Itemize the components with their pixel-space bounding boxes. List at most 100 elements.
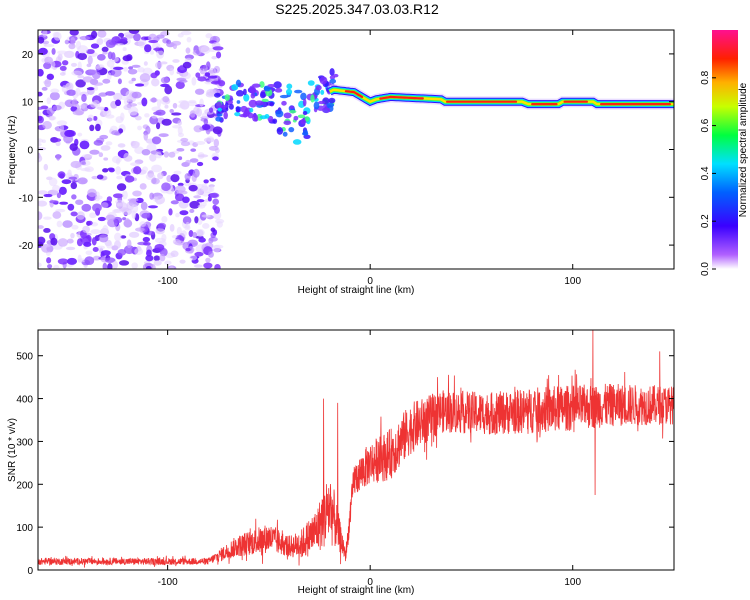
noise-blob — [104, 257, 116, 263]
noise-blob — [176, 226, 182, 236]
noise-blob — [47, 264, 53, 269]
noise-blob — [77, 75, 85, 79]
noise-blob — [57, 171, 66, 179]
signal-blob — [273, 81, 282, 89]
noise-blob — [46, 73, 55, 81]
noise-blob — [161, 233, 167, 242]
noise-blob — [105, 214, 116, 222]
signal-blob — [215, 116, 222, 122]
noise-blob — [200, 46, 211, 54]
noise-blob — [184, 173, 191, 181]
signal-blob — [216, 101, 222, 110]
noise-blob — [143, 61, 148, 66]
noise-blob — [94, 123, 101, 132]
noise-blob — [56, 154, 61, 161]
noise-blob — [71, 224, 79, 230]
noise-blob — [182, 196, 190, 204]
signal-blob — [302, 98, 307, 107]
signal-blob — [274, 88, 283, 93]
noise-blob — [116, 183, 127, 191]
noise-blob — [100, 145, 111, 151]
noise-blob — [49, 91, 60, 101]
noise-blob — [120, 112, 125, 121]
noise-blob — [193, 125, 203, 133]
snr-x-tick-label: 100 — [564, 577, 581, 588]
noise-blob — [42, 40, 50, 45]
noise-blob — [98, 152, 104, 158]
noise-blob — [38, 36, 45, 44]
noise-blob — [177, 132, 185, 138]
noise-blob — [53, 31, 62, 41]
noise-blob — [102, 78, 111, 84]
signal-blob — [239, 113, 247, 118]
noise-blob — [89, 149, 100, 155]
signal-blob — [297, 114, 306, 119]
signal-blob — [328, 97, 336, 104]
signal-blob — [236, 100, 241, 104]
noise-blob — [189, 200, 200, 209]
noise-blob — [158, 133, 169, 138]
noise-blob — [102, 262, 108, 269]
spectrogram-x-tick-label: 100 — [564, 276, 581, 287]
noise-blob — [84, 256, 95, 266]
noise-blob — [212, 46, 224, 51]
noise-blob — [66, 257, 78, 265]
spectrogram-x-ticks: -100 0 100 — [158, 30, 582, 287]
noise-blob — [208, 237, 214, 244]
noise-blob — [92, 246, 99, 253]
noise-blob — [43, 216, 52, 220]
spectrogram-x-tick-label: 0 — [367, 276, 373, 287]
noise-blob — [188, 184, 198, 192]
snr-y-tick-label: 400 — [16, 395, 33, 406]
noise-blob — [134, 83, 145, 87]
noise-blob — [90, 229, 101, 235]
noise-blob — [122, 55, 132, 62]
noise-blob — [68, 176, 78, 180]
noise-blob — [42, 30, 48, 37]
snr-x-ticks: -100 0 100 — [158, 330, 582, 588]
noise-blob — [70, 160, 82, 169]
noise-blob — [143, 132, 149, 141]
noise-blob — [139, 183, 147, 190]
signal-blob — [310, 94, 315, 103]
noise-blob — [86, 49, 95, 55]
noise-blob — [188, 230, 194, 238]
noise-blob — [59, 65, 67, 71]
page-title: S225.2025.347.03.03.R12 — [275, 1, 439, 17]
noise-blob — [207, 75, 218, 79]
noise-blob — [106, 242, 113, 249]
noise-blob — [115, 99, 122, 107]
noise-blob — [75, 199, 84, 205]
noise-blob — [137, 125, 142, 131]
noise-blob — [192, 168, 200, 178]
noise-blob — [86, 63, 92, 68]
noise-blob — [164, 104, 169, 109]
noise-blob — [157, 172, 164, 180]
noise-blob — [182, 216, 192, 225]
noise-blob — [96, 37, 104, 45]
signal-blob — [263, 86, 271, 92]
noise-blob — [212, 204, 217, 211]
noise-blob — [201, 123, 211, 131]
spectrogram-y-tick-label: 20 — [22, 50, 34, 61]
noise-blob — [92, 82, 104, 86]
noise-blob — [38, 225, 44, 229]
noise-blob — [56, 192, 62, 199]
noise-blob — [80, 104, 86, 109]
signal-blob — [329, 75, 336, 80]
signal-blob — [289, 105, 295, 109]
noise-blob — [160, 61, 168, 65]
noise-blob — [55, 140, 61, 147]
noise-blob — [96, 53, 106, 61]
signal-blob — [329, 68, 335, 76]
noise-blob — [198, 237, 206, 243]
noise-blob — [92, 71, 101, 80]
noise-blob — [132, 190, 142, 197]
noise-blob — [120, 96, 127, 101]
noise-blob — [135, 227, 145, 232]
noise-blob — [151, 136, 162, 145]
noise-blob — [102, 51, 108, 55]
signal-blob — [235, 106, 240, 113]
noise-blob — [189, 208, 195, 214]
